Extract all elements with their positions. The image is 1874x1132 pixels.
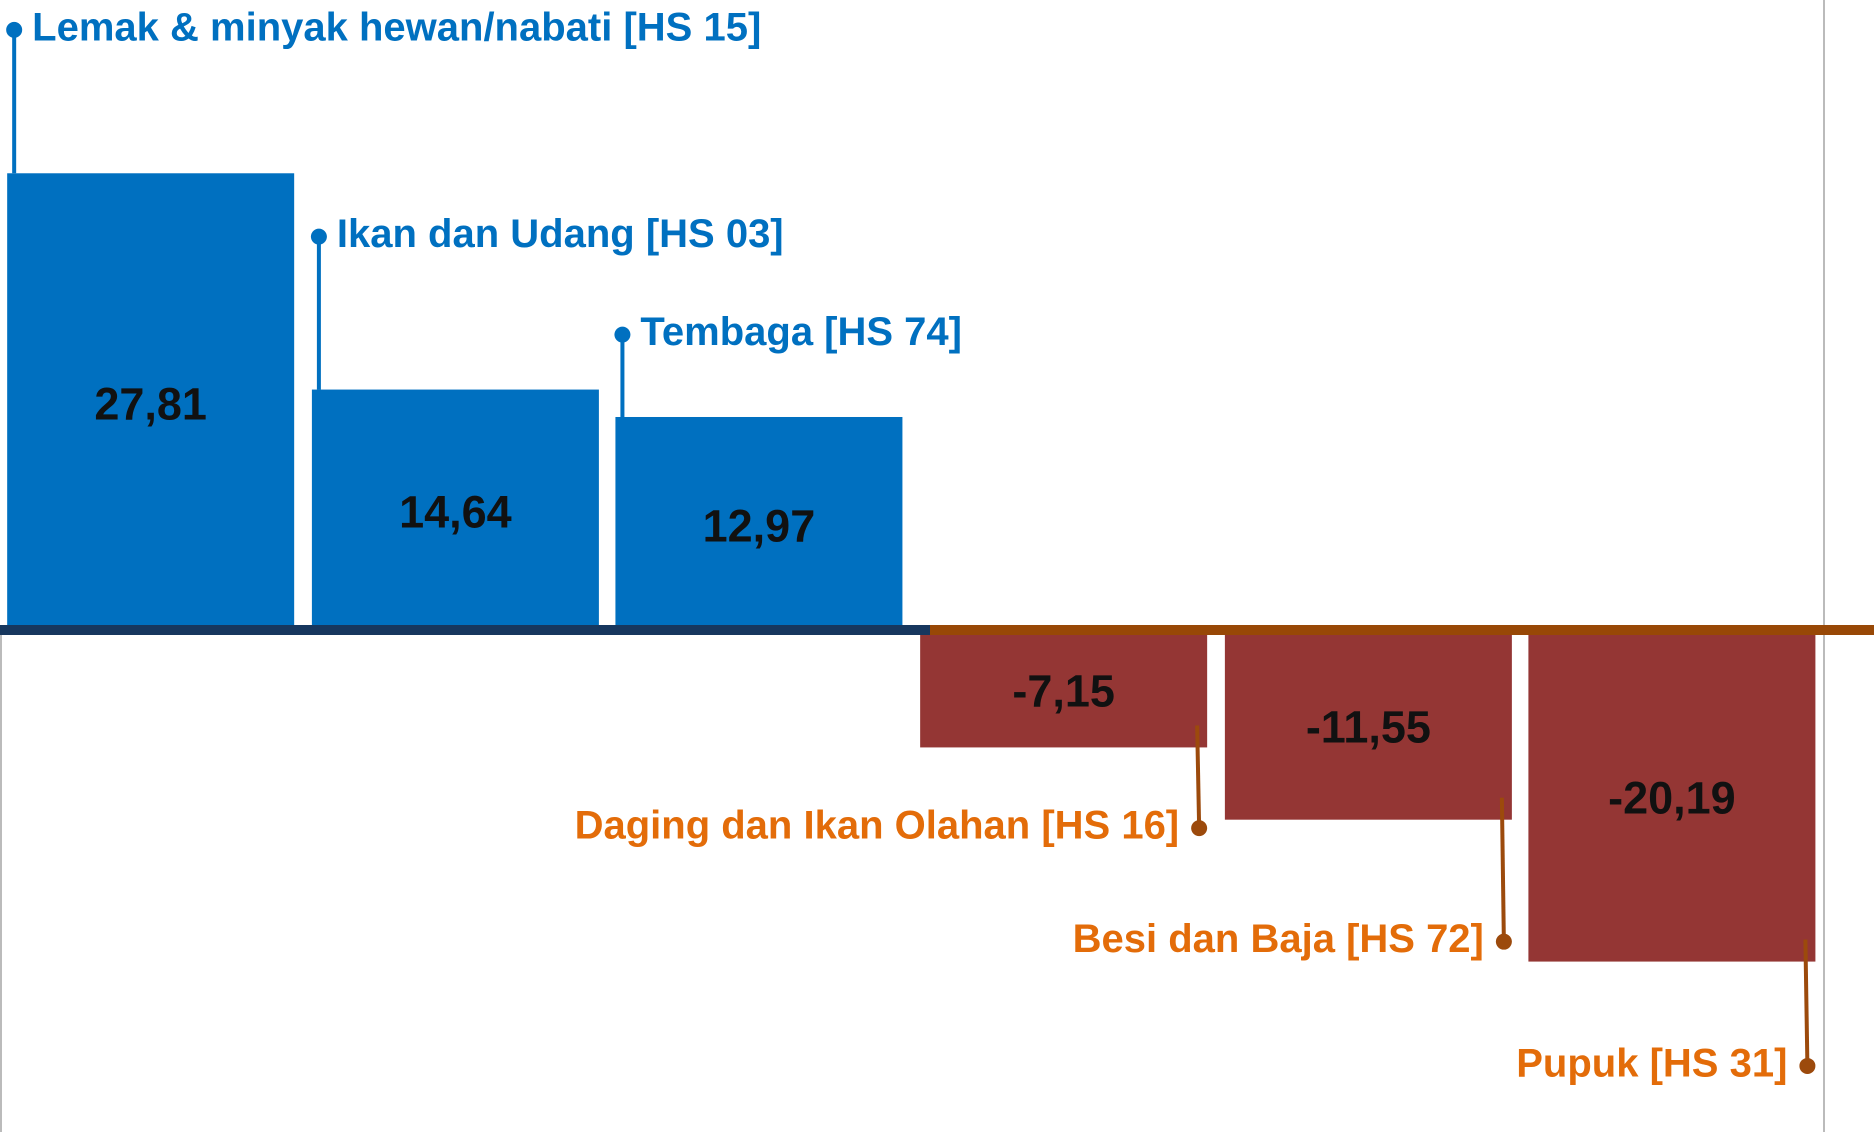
leader-dot [1799, 1057, 1816, 1074]
bar [615, 416, 903, 630]
category-label: Pupuk [HS 31] [1516, 1042, 1787, 1086]
value-label: -11,55 [1306, 702, 1431, 753]
value-label: 27,81 [94, 379, 207, 430]
leader-dot [614, 326, 631, 343]
leader-dot [1191, 820, 1208, 837]
value-label: -20,19 [1608, 773, 1736, 824]
leader-line [1499, 797, 1506, 942]
leader-dot [6, 21, 23, 38]
bar [1224, 630, 1512, 820]
category-label: Tembaga [HS 74] [640, 310, 962, 354]
value-label: 12,97 [703, 500, 816, 551]
category-label: Besi dan Baja [HS 72] [1073, 917, 1484, 961]
bar [920, 630, 1208, 748]
value-label: -7,15 [1012, 666, 1115, 717]
leader-line [1195, 725, 1202, 829]
bar [1528, 630, 1816, 962]
value-label: 14,64 [399, 487, 512, 538]
category-label: Lemak & minyak hewan/nabati [HS 15] [32, 5, 761, 49]
leader-dot [310, 228, 327, 245]
category-label: Ikan dan Udang [HS 03] [337, 212, 784, 256]
category-label: Daging dan Ikan Olahan [HS 16] [575, 804, 1180, 848]
bar [311, 389, 599, 630]
bar [7, 173, 295, 630]
leader-line [1803, 939, 1810, 1066]
leader-dot [1495, 933, 1512, 950]
